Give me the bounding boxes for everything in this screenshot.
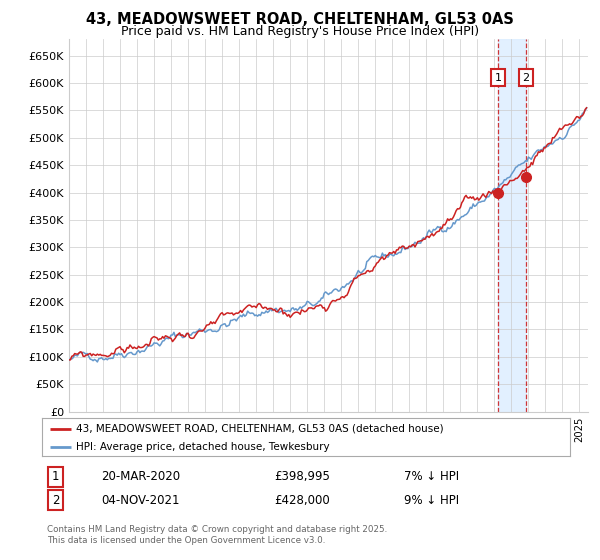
Text: 1: 1 — [494, 73, 502, 82]
Text: Contains HM Land Registry data © Crown copyright and database right 2025.
This d: Contains HM Land Registry data © Crown c… — [47, 525, 388, 545]
Text: 9% ↓ HPI: 9% ↓ HPI — [404, 493, 459, 507]
Text: £428,000: £428,000 — [274, 493, 330, 507]
Bar — [498, 39, 526, 412]
Text: HPI: Average price, detached house, Tewkesbury: HPI: Average price, detached house, Tewk… — [76, 442, 330, 452]
Text: 2: 2 — [52, 493, 59, 507]
Text: 43, MEADOWSWEET ROAD, CHELTENHAM, GL53 0AS (detached house): 43, MEADOWSWEET ROAD, CHELTENHAM, GL53 0… — [76, 423, 444, 433]
Text: 2: 2 — [522, 73, 529, 82]
Text: 7% ↓ HPI: 7% ↓ HPI — [404, 470, 459, 483]
Text: 43, MEADOWSWEET ROAD, CHELTENHAM, GL53 0AS: 43, MEADOWSWEET ROAD, CHELTENHAM, GL53 0… — [86, 12, 514, 27]
Text: 20-MAR-2020: 20-MAR-2020 — [101, 470, 181, 483]
Text: 04-NOV-2021: 04-NOV-2021 — [101, 493, 180, 507]
Text: Price paid vs. HM Land Registry's House Price Index (HPI): Price paid vs. HM Land Registry's House … — [121, 25, 479, 38]
Text: £398,995: £398,995 — [274, 470, 330, 483]
Text: 1: 1 — [52, 470, 59, 483]
